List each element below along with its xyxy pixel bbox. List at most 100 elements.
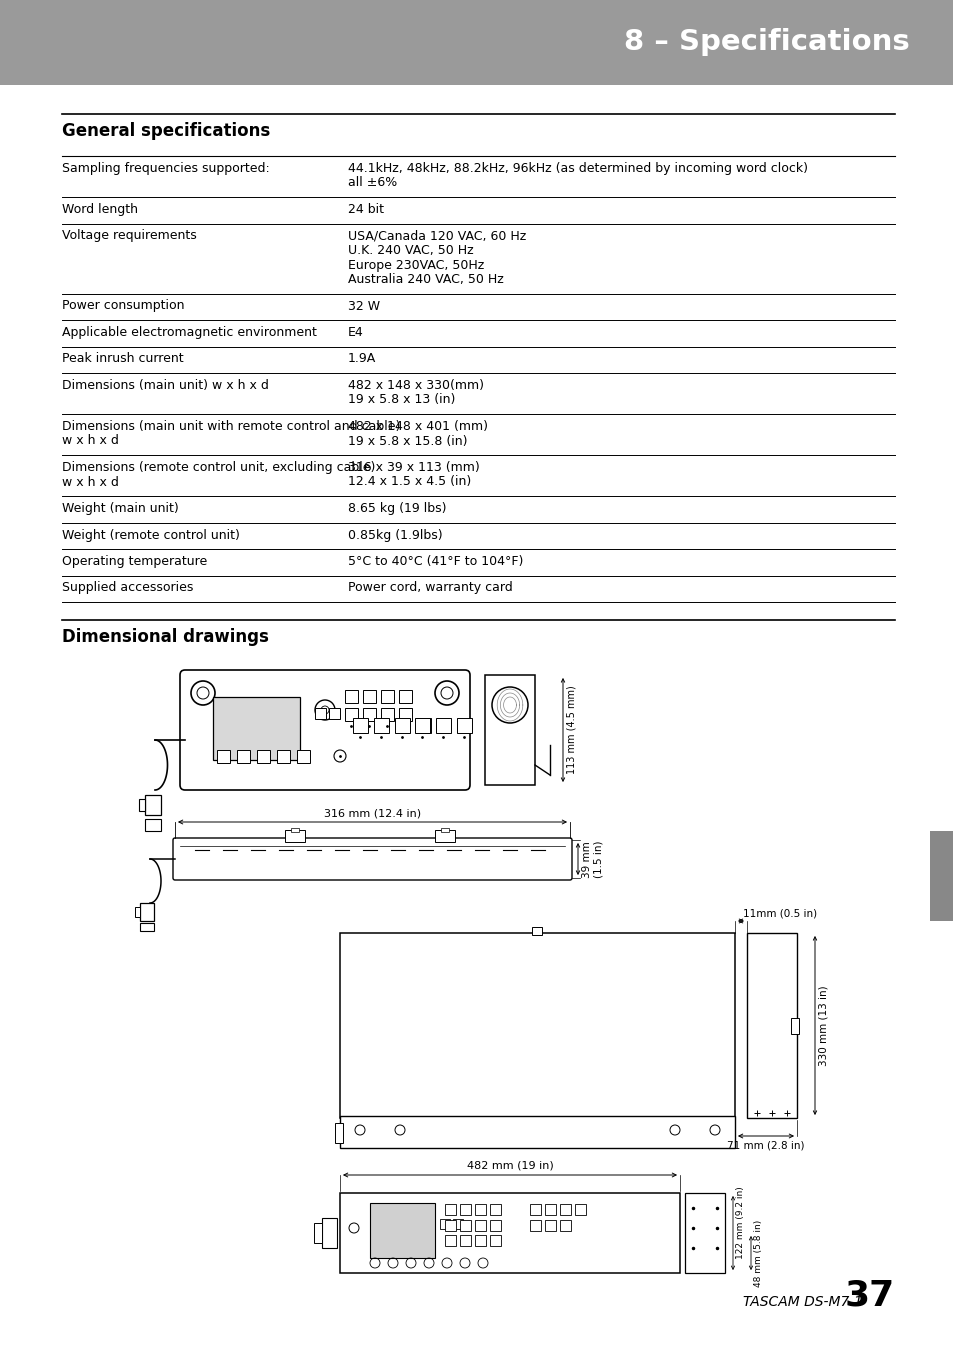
Text: 0.85kg (1.9lbs): 0.85kg (1.9lbs) — [348, 528, 442, 542]
Text: 122 mm (9.2 in): 122 mm (9.2 in) — [735, 1186, 744, 1259]
Bar — [285, 830, 305, 842]
Text: 39 mm
(1.5 in): 39 mm (1.5 in) — [581, 840, 603, 878]
Bar — [314, 1223, 322, 1243]
FancyBboxPatch shape — [180, 670, 470, 790]
Bar — [532, 927, 542, 935]
Text: w x h x d: w x h x d — [62, 435, 119, 447]
Bar — [490, 1204, 500, 1215]
Bar — [459, 1204, 471, 1215]
Bar — [314, 708, 326, 719]
Text: Dimensions (main unit) w x h x d: Dimensions (main unit) w x h x d — [62, 380, 269, 392]
Bar — [296, 750, 310, 763]
Text: 482 x 148 x 401 (mm): 482 x 148 x 401 (mm) — [348, 420, 488, 434]
Bar — [353, 717, 368, 734]
Bar — [444, 1204, 456, 1215]
Text: Power consumption: Power consumption — [62, 300, 184, 312]
Text: w x h x d: w x h x d — [62, 476, 119, 489]
Bar — [790, 1017, 799, 1034]
Bar — [216, 750, 230, 763]
Bar — [490, 1235, 500, 1246]
Text: 11mm (0.5 in): 11mm (0.5 in) — [742, 909, 817, 919]
Text: 48 mm (5.8 in): 48 mm (5.8 in) — [753, 1220, 762, 1286]
Bar — [145, 819, 161, 831]
Text: USA/Canada 120 VAC, 60 Hz: USA/Canada 120 VAC, 60 Hz — [348, 230, 526, 242]
Bar — [459, 1220, 471, 1231]
Text: 1.9A: 1.9A — [348, 353, 375, 366]
Bar — [291, 828, 298, 832]
Text: Dimensional drawings: Dimensional drawings — [62, 628, 269, 646]
Text: 482 x 148 x 330(mm): 482 x 148 x 330(mm) — [348, 380, 483, 392]
Bar — [475, 1220, 485, 1231]
FancyBboxPatch shape — [172, 838, 572, 880]
Text: TASCAM DS-M7.1: TASCAM DS-M7.1 — [742, 1296, 862, 1309]
Text: 19 x 5.8 x 13 (in): 19 x 5.8 x 13 (in) — [348, 393, 455, 407]
Text: 19 x 5.8 x 15.8 (in): 19 x 5.8 x 15.8 (in) — [348, 435, 467, 447]
Bar — [0, 0, 953, 85]
Text: Europe 230VAC, 50Hz: Europe 230VAC, 50Hz — [348, 258, 484, 272]
Text: Sampling frequencies supported:: Sampling frequencies supported: — [62, 162, 270, 176]
Bar — [398, 690, 412, 703]
Bar — [140, 923, 153, 931]
Bar — [374, 717, 389, 734]
Text: Weight (main unit): Weight (main unit) — [62, 503, 178, 515]
Bar — [530, 1204, 540, 1215]
Bar — [575, 1204, 585, 1215]
Text: Dimensions (remote control unit, excluding cable): Dimensions (remote control unit, excludi… — [62, 461, 375, 474]
Bar — [345, 708, 357, 721]
Bar — [363, 690, 375, 703]
Bar — [380, 690, 394, 703]
Bar — [416, 717, 431, 734]
Text: 71 mm (2.8 in): 71 mm (2.8 in) — [726, 1140, 804, 1150]
Bar — [746, 934, 796, 1119]
Bar — [276, 750, 290, 763]
Bar — [335, 1123, 343, 1143]
Text: 8.65 kg (19 lbs): 8.65 kg (19 lbs) — [348, 503, 446, 515]
Bar — [559, 1204, 571, 1215]
Bar — [380, 708, 394, 721]
Text: Dimensions (main unit with remote control and cable): Dimensions (main unit with remote contro… — [62, 420, 400, 434]
Text: 113 mm (4.5 mm): 113 mm (4.5 mm) — [566, 685, 577, 774]
Bar — [453, 1219, 462, 1229]
Bar — [459, 1235, 471, 1246]
Bar — [929, 831, 953, 921]
Bar — [256, 750, 270, 763]
Bar — [439, 1219, 450, 1229]
Text: Australia 240 VAC, 50 Hz: Australia 240 VAC, 50 Hz — [348, 273, 503, 286]
Bar — [339, 1193, 679, 1273]
Bar — [213, 697, 299, 761]
Bar — [415, 717, 430, 734]
Bar — [363, 708, 375, 721]
Bar — [435, 830, 455, 842]
Text: all ±6%: all ±6% — [348, 177, 396, 189]
Bar — [139, 798, 145, 811]
Text: 482 mm (19 in): 482 mm (19 in) — [466, 1161, 553, 1171]
Bar — [322, 1219, 336, 1248]
Text: U.K. 240 VAC, 50 Hz: U.K. 240 VAC, 50 Hz — [348, 245, 473, 257]
Text: 8 – Specifications: 8 – Specifications — [623, 28, 909, 57]
Text: Voltage requirements: Voltage requirements — [62, 230, 196, 242]
Bar — [490, 1220, 500, 1231]
Bar — [444, 1235, 456, 1246]
Text: 5°C to 40°C (41°F to 104°F): 5°C to 40°C (41°F to 104°F) — [348, 555, 523, 567]
Bar — [339, 934, 734, 1119]
Bar — [530, 1220, 540, 1231]
Text: Power cord, warranty card: Power cord, warranty card — [348, 581, 512, 594]
Text: Supplied accessories: Supplied accessories — [62, 581, 193, 594]
Bar — [236, 750, 250, 763]
Bar — [544, 1220, 556, 1231]
Text: E4: E4 — [348, 326, 363, 339]
Bar — [398, 708, 412, 721]
Bar — [395, 717, 410, 734]
Text: Operating temperature: Operating temperature — [62, 555, 207, 567]
Bar — [456, 717, 472, 734]
Text: 24 bit: 24 bit — [348, 203, 384, 216]
Text: General specifications: General specifications — [62, 122, 270, 141]
Text: 32 W: 32 W — [348, 300, 379, 312]
Bar — [444, 1220, 456, 1231]
Bar — [475, 1235, 485, 1246]
Bar — [145, 794, 161, 815]
Bar — [436, 717, 451, 734]
Bar — [370, 1202, 435, 1258]
Text: Peak inrush current: Peak inrush current — [62, 353, 183, 366]
Text: 12.4 x 1.5 x 4.5 (in): 12.4 x 1.5 x 4.5 (in) — [348, 476, 471, 489]
